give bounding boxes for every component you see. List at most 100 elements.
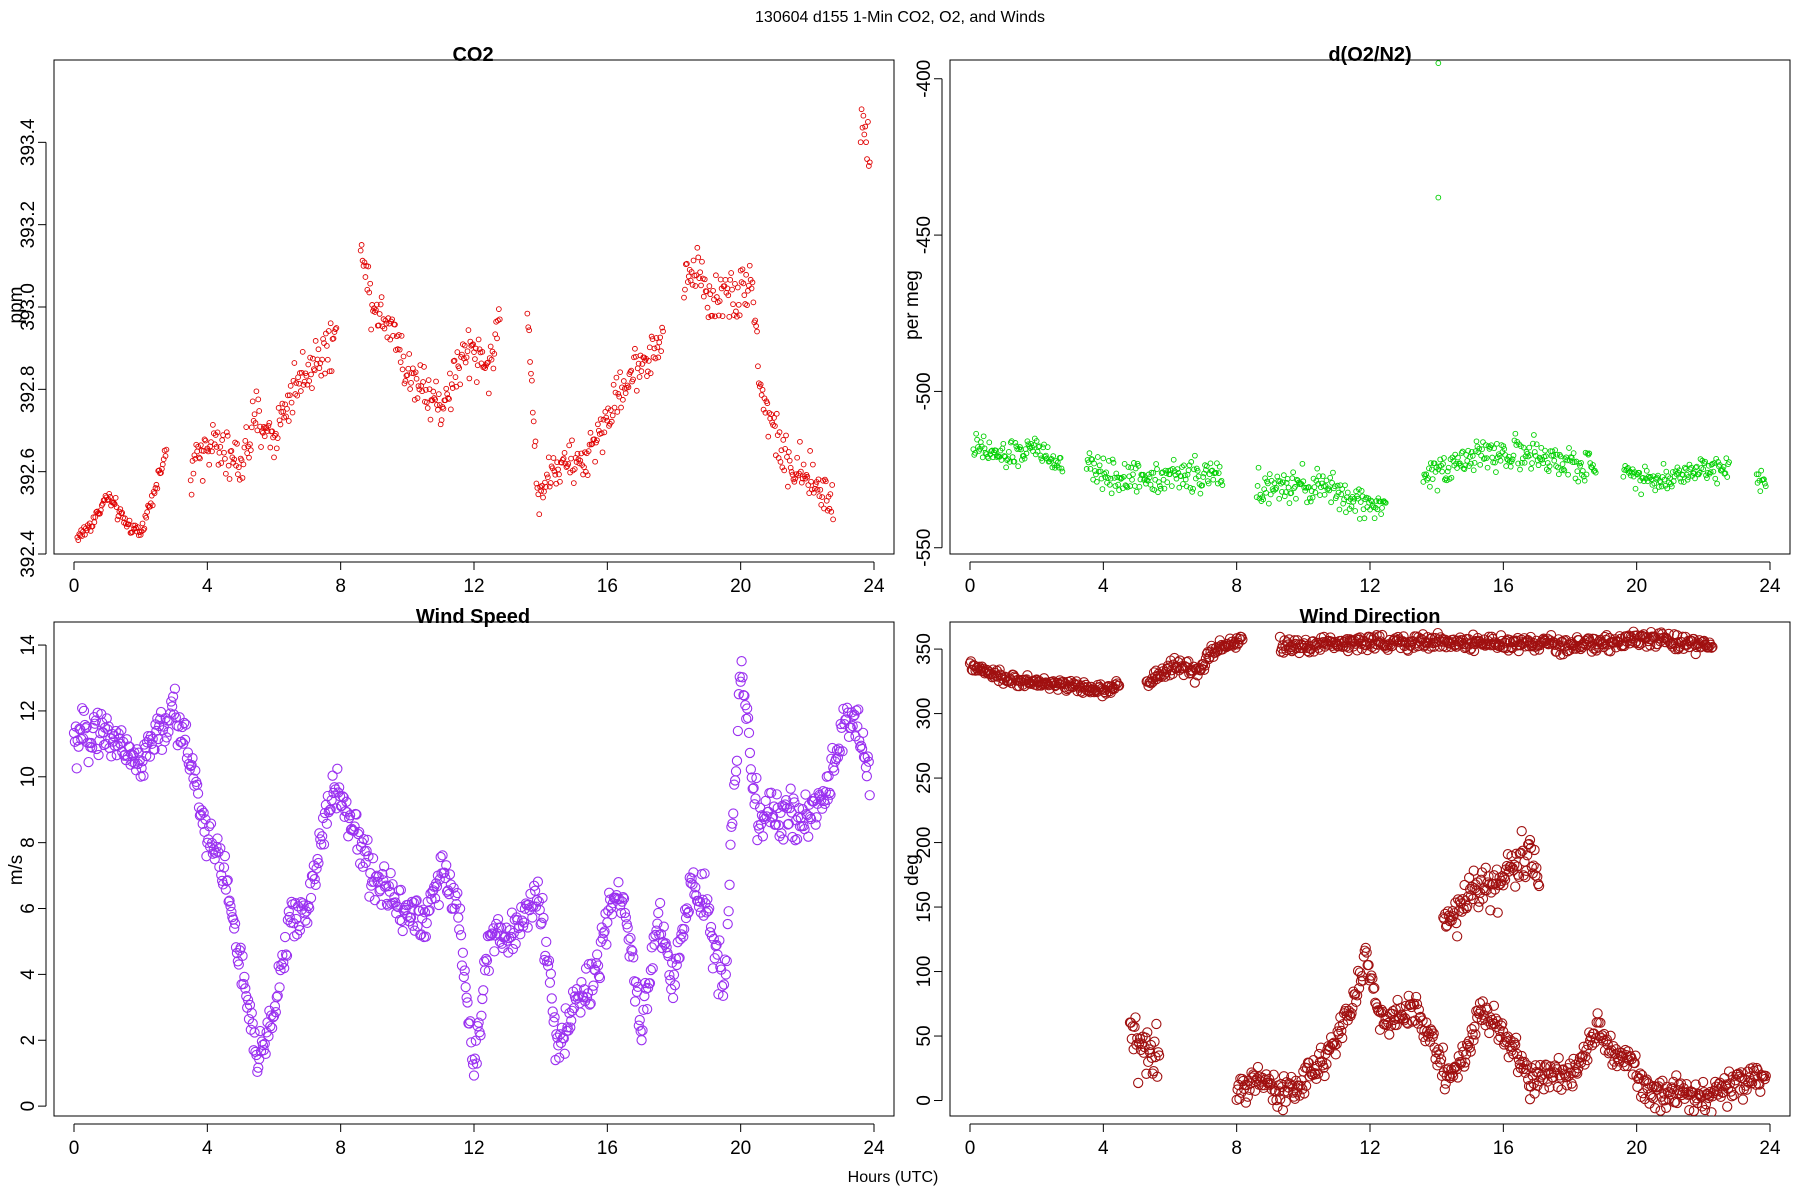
- data-point: [773, 410, 780, 417]
- data-point: [638, 1004, 649, 1015]
- data-point: [1501, 1036, 1513, 1047]
- data-point: [544, 977, 556, 988]
- data-point: [1328, 499, 1334, 506]
- data-point: [737, 672, 748, 683]
- data-point: [443, 385, 450, 392]
- data-point: [1334, 482, 1341, 489]
- data-point: [553, 1040, 564, 1051]
- data-point: [694, 896, 706, 907]
- data-point: [780, 437, 787, 443]
- data-point: [785, 483, 791, 490]
- data-point: [1133, 1077, 1144, 1089]
- data-point: [1085, 687, 1096, 698]
- data-point: [376, 899, 387, 910]
- data-point: [1440, 921, 1452, 932]
- data-point: [1498, 880, 1509, 891]
- data-point: [1017, 444, 1023, 450]
- x-tick-label: 4: [202, 1138, 213, 1159]
- data-point: [1443, 636, 1455, 647]
- data-point: [1517, 466, 1523, 473]
- data-point: [1685, 474, 1692, 480]
- data-point: [166, 696, 177, 707]
- data-points: [74, 106, 873, 543]
- data-point: [541, 936, 552, 948]
- data-point: [471, 1058, 482, 1069]
- data-point: [1391, 1019, 1402, 1031]
- data-point: [1331, 1038, 1342, 1050]
- data-point: [116, 508, 123, 515]
- data-point: [361, 845, 372, 857]
- data-point: [1153, 461, 1159, 467]
- data-point: [1527, 452, 1534, 458]
- data-point: [257, 423, 263, 430]
- data-point: [584, 999, 595, 1010]
- data-point: [1162, 467, 1169, 474]
- data-point: [219, 437, 225, 443]
- data-point: [1350, 989, 1361, 1000]
- data-point: [684, 279, 691, 285]
- data-point: [1203, 467, 1209, 473]
- panel-title: CO2: [452, 44, 493, 66]
- data-point: [265, 1021, 276, 1032]
- data-point: [598, 927, 609, 939]
- y-axis-label: deg: [902, 854, 923, 886]
- data-point: [363, 851, 374, 862]
- data-point: [330, 335, 337, 342]
- data-point: [644, 978, 656, 989]
- data-point: [1663, 468, 1670, 475]
- data-point: [1217, 479, 1224, 485]
- data-point: [599, 449, 606, 456]
- data-point: [1106, 481, 1113, 488]
- data-point: [1037, 452, 1044, 459]
- data-point: [1300, 478, 1307, 485]
- data-point: [1628, 626, 1639, 637]
- data-point: [723, 906, 734, 917]
- data-point: [810, 461, 816, 468]
- data-point: [1277, 478, 1283, 484]
- data-point: [1154, 466, 1160, 472]
- data-point: [1462, 1040, 1474, 1052]
- data-point: [694, 244, 701, 251]
- data-point: [240, 983, 251, 994]
- data-point: [1164, 670, 1175, 681]
- data-point: [1140, 1032, 1151, 1043]
- data-point: [1459, 1061, 1470, 1072]
- data-point: [449, 903, 460, 914]
- data-point: [1361, 515, 1368, 522]
- data-point: [608, 418, 615, 425]
- data-point: [523, 899, 534, 910]
- data-point: [1364, 975, 1375, 986]
- data-point: [1255, 464, 1262, 471]
- data-point: [1369, 982, 1380, 994]
- data-point: [539, 482, 545, 489]
- data-point: [581, 992, 593, 1003]
- data-point: [529, 377, 535, 384]
- data-point: [1210, 476, 1217, 483]
- data-point: [483, 965, 494, 977]
- data-point: [1433, 1044, 1444, 1055]
- data-point: [1707, 641, 1718, 653]
- data-point: [610, 381, 617, 388]
- data-point: [768, 411, 774, 418]
- y-tick-label: 4: [18, 969, 39, 980]
- data-point: [441, 860, 452, 871]
- data-point: [1572, 1068, 1583, 1079]
- data-point: [559, 456, 566, 463]
- data-point: [728, 270, 734, 276]
- data-point: [1607, 1059, 1618, 1070]
- data-point: [454, 903, 466, 914]
- data-point: [647, 370, 654, 377]
- data-point: [445, 879, 457, 890]
- data-point: [1510, 452, 1517, 459]
- data-point: [218, 862, 230, 873]
- data-point: [389, 316, 395, 323]
- data-point: [747, 783, 758, 794]
- data-point: [1561, 467, 1568, 474]
- data-point: [1481, 1002, 1492, 1013]
- data-point: [1428, 1028, 1439, 1039]
- data-point: [1449, 908, 1460, 919]
- data-point: [602, 917, 613, 928]
- data-point: [1666, 1082, 1677, 1093]
- data-point: [787, 831, 798, 843]
- data-point: [829, 765, 840, 776]
